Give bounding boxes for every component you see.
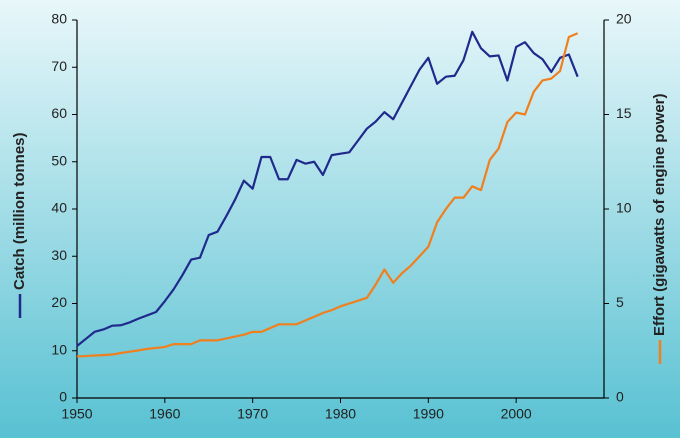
axes: [76, 20, 605, 399]
y-tick-label: 80: [51, 11, 67, 27]
y-tick-label: 70: [51, 58, 67, 74]
x-tick-label: 1960: [149, 406, 180, 422]
y-tick-label: 20: [51, 294, 67, 310]
x-tick-label: 2000: [501, 406, 532, 422]
x-tick-label: 1990: [413, 406, 444, 422]
x-tick-label: 1980: [325, 406, 356, 422]
x-tick-label: 1970: [237, 406, 268, 422]
y-tick-label: 50: [51, 152, 67, 168]
y-tick-label: 10: [51, 341, 67, 357]
y-tick-label: 60: [51, 105, 67, 121]
axis-label: Catch (million tonnes): [11, 132, 28, 290]
y2-tick-label: 0: [616, 389, 624, 405]
y-tick-label: 0: [59, 389, 67, 405]
y-tick-label: 30: [51, 247, 67, 263]
y2-tick-label: 5: [616, 294, 624, 310]
y-tick-label: 40: [51, 200, 67, 216]
y2-tick-label: 20: [616, 11, 632, 27]
series-line: [76, 30, 579, 347]
series-line: [76, 32, 579, 358]
x-tick-label: 1950: [61, 406, 92, 422]
y2-tick-label: 15: [616, 105, 632, 121]
y2-tick-label: 10: [616, 200, 632, 216]
axis-label: Effort (gigawatts of engine power): [651, 93, 668, 336]
